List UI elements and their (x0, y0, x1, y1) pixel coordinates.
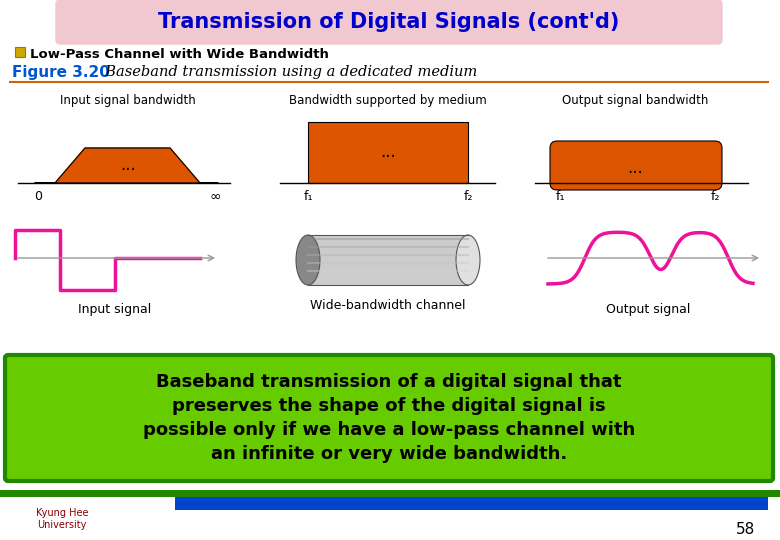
Text: Wide-bandwidth channel: Wide-bandwidth channel (310, 299, 466, 312)
Text: ∞: ∞ (209, 190, 221, 204)
Text: f₂: f₂ (463, 190, 473, 203)
Text: 0: 0 (34, 190, 42, 203)
Text: f₁: f₁ (303, 190, 313, 203)
Bar (15, 47, 25, 57)
Text: Output signal bandwidth: Output signal bandwidth (562, 94, 708, 107)
Text: Bandwidth supported by medium: Bandwidth supported by medium (289, 94, 487, 107)
Text: ...: ... (120, 156, 136, 174)
Text: Baseband transmission of a digital signal that
preserves the shape of the digita: Baseband transmission of a digital signa… (143, 373, 635, 463)
Text: ...: ... (627, 159, 643, 177)
Polygon shape (35, 148, 218, 183)
FancyBboxPatch shape (56, 0, 722, 44)
Bar (308, 122, 468, 183)
FancyBboxPatch shape (5, 355, 773, 481)
Text: Output signal: Output signal (606, 303, 690, 316)
Text: Baseband transmission using a dedicated medium: Baseband transmission using a dedicated … (96, 65, 477, 79)
Text: f₂: f₂ (711, 190, 720, 203)
Text: Figure 3.20: Figure 3.20 (12, 64, 110, 79)
Text: Low-Pass Channel with Wide Bandwidth: Low-Pass Channel with Wide Bandwidth (30, 49, 329, 62)
Text: 58: 58 (736, 522, 755, 537)
Text: Transmission of Digital Signals (cont'd): Transmission of Digital Signals (cont'd) (158, 12, 619, 32)
Text: Input signal bandwidth: Input signal bandwidth (60, 94, 196, 107)
Ellipse shape (296, 235, 320, 285)
Ellipse shape (456, 235, 480, 285)
Text: Kyung Hee
University: Kyung Hee University (36, 508, 88, 530)
Text: ...: ... (380, 143, 396, 161)
Text: f₁: f₁ (555, 190, 565, 203)
Bar (0, 490, 780, 497)
Bar (175, 497, 768, 510)
Bar (308, 235, 468, 285)
FancyBboxPatch shape (550, 141, 722, 190)
Text: Input signal: Input signal (78, 303, 151, 316)
